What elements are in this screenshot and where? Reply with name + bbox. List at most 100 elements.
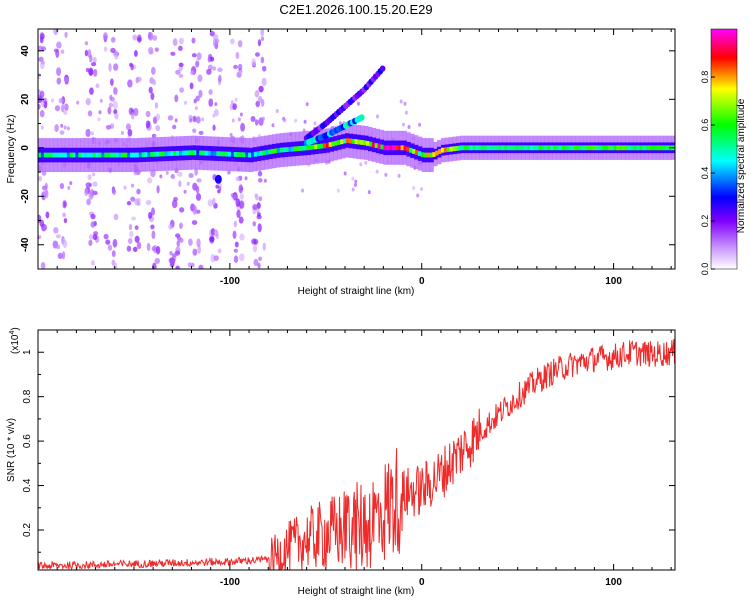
noise-dot	[192, 204, 198, 214]
trace-cell	[58, 152, 62, 158]
trace-cell	[633, 145, 638, 151]
noise-dot	[53, 48, 59, 53]
noise-dot	[132, 34, 138, 41]
noise-dot	[233, 255, 239, 263]
noise-dot	[61, 251, 66, 260]
noise-dot	[257, 212, 261, 217]
noise-dot	[95, 83, 100, 89]
noise-dot	[171, 253, 178, 258]
noise-dot	[150, 92, 155, 101]
trace-cell	[573, 145, 577, 151]
noise-dot	[92, 172, 96, 177]
trace-cell	[415, 150, 419, 155]
noise-dot	[213, 255, 219, 262]
noise-dot	[54, 105, 61, 112]
trace-cell	[533, 145, 537, 151]
noise-dot	[110, 47, 116, 54]
y-tick-label: 0.2	[22, 523, 33, 537]
noise-dot	[54, 124, 59, 133]
noise-dot	[103, 233, 109, 240]
noise-dot	[172, 38, 178, 46]
noise-dot	[76, 100, 80, 105]
trace-cell	[530, 145, 534, 151]
trace-cell	[377, 143, 381, 149]
trace-cell	[602, 145, 606, 151]
noise-dot	[113, 87, 118, 95]
noise-dot	[208, 98, 214, 107]
noise-dot	[64, 31, 68, 38]
noise-dot	[132, 246, 138, 253]
trace-cell	[219, 151, 223, 157]
trace-cell	[236, 152, 240, 157]
noise-dot	[98, 110, 102, 115]
noise-dot	[404, 110, 408, 115]
noise-dot	[184, 100, 188, 105]
trace-cell	[400, 145, 404, 151]
noise-dot	[169, 257, 175, 266]
noise-dot	[105, 124, 112, 130]
noise-dot	[212, 113, 216, 118]
noise-dot	[232, 230, 237, 239]
noise-dot	[56, 67, 62, 77]
trace-cell	[115, 152, 119, 158]
noise-dot	[257, 170, 263, 177]
noise-dot	[42, 97, 47, 103]
trace-cell	[486, 145, 491, 151]
y-tick-label: 0	[20, 145, 31, 151]
trace-cell	[155, 151, 160, 157]
noise-dot	[212, 66, 217, 71]
noise-dot	[62, 239, 68, 249]
noise-dot	[260, 36, 265, 42]
trace-cell	[52, 152, 56, 158]
noise-dot	[189, 118, 193, 123]
noise-dot	[256, 202, 261, 209]
trace-cell	[248, 152, 252, 158]
trace-cell	[619, 145, 623, 151]
noise-dot	[165, 170, 169, 175]
noise-dot	[107, 244, 113, 251]
noise-dot	[235, 198, 241, 207]
noise-dot	[148, 46, 154, 55]
noise-dot	[92, 181, 98, 187]
trace-cell	[472, 145, 476, 151]
noise-dot	[254, 119, 259, 126]
trace-cell	[328, 142, 332, 148]
noise-dot	[87, 110, 93, 117]
noise-dot	[418, 122, 422, 127]
noise-dot	[173, 196, 178, 202]
noise-dot	[375, 169, 379, 174]
trace-cell	[452, 146, 456, 152]
trace-cell	[645, 145, 649, 151]
trace-cell	[625, 145, 629, 151]
colorbar-tick-label: 0.0	[700, 263, 710, 276]
noise-dot	[131, 111, 135, 120]
trace-cell	[135, 152, 140, 158]
snr-y-label: SNR (10 * v/v)	[6, 418, 17, 482]
noise-dot	[188, 172, 194, 179]
trace-cell	[659, 145, 663, 151]
noise-dot	[301, 188, 305, 193]
trace-cell	[524, 145, 528, 151]
noise-dot	[125, 123, 131, 131]
noise-dot	[135, 77, 139, 84]
noise-dot	[56, 77, 62, 85]
noise-dot	[230, 100, 234, 105]
noise-dot	[233, 64, 239, 70]
noise-dot	[64, 76, 70, 83]
spectrogram-frame	[37, 28, 676, 270]
noise-dot	[88, 67, 94, 77]
trace-cell	[509, 145, 514, 151]
noise-dot	[254, 193, 258, 198]
trace-cell	[66, 152, 71, 158]
noise-dot	[416, 193, 420, 198]
colorbar-ticks: 0.0 0.2 0.4 0.6 0.8	[700, 71, 715, 276]
noise-dot	[207, 199, 214, 207]
noise-dot	[136, 188, 141, 195]
trace-cell	[567, 145, 571, 151]
noise-dot	[159, 174, 163, 179]
trace-cell	[386, 145, 390, 151]
trace-cell	[481, 145, 485, 151]
noise-dot	[262, 65, 267, 72]
trace-cell	[564, 145, 568, 151]
trace-cell	[394, 145, 399, 151]
